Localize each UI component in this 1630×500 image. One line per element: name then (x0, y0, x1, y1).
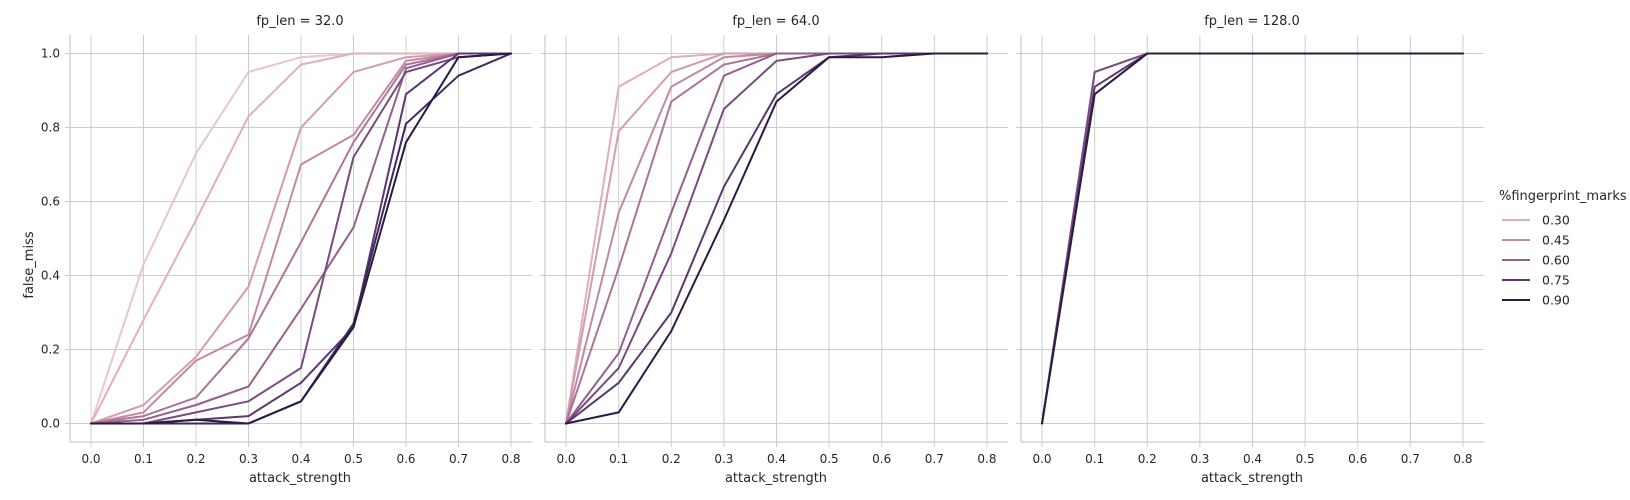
legend-entries: 0.30 0.45 0.60 0.75 0.90 (1502, 213, 1570, 308)
series-line (90, 52, 512, 425)
y-tick-label: 0.6 (41, 195, 60, 209)
x-tick-label: 0.5 (344, 452, 363, 466)
legend-label: 0.45 (1542, 233, 1570, 248)
legend-label: 0.75 (1542, 273, 1570, 288)
plot-area: 0.0 0.1 0.2 0.3 0.4 0.5 0.6 0.7 0.8 (1016, 35, 1484, 466)
panel-title: fp_len = 64.0 (732, 14, 819, 29)
x-tick-label: 0.7 (1401, 452, 1420, 466)
legend-label: 0.30 (1542, 213, 1570, 228)
y-tick-label: 0.2 (41, 343, 60, 357)
x-tick-label: 0.3 (239, 452, 258, 466)
x-tick-label: 0.2 (1138, 452, 1157, 466)
x-tick-label: 0.8 (1453, 452, 1472, 466)
legend-label: 0.60 (1542, 253, 1570, 268)
panel-fp-len-64: fp_len = 64.0 0.0 0.1 0.2 0.3 0.4 0.5 0.6 0.7 0.… (540, 14, 1008, 486)
legend: %fingerprint_marks 0.30 0.45 0.60 0.75 0.90 (1499, 189, 1627, 308)
x-tick-label: 0.1 (134, 452, 153, 466)
legend-label: 0.90 (1542, 293, 1570, 308)
x-tick-label: 0.8 (501, 452, 520, 466)
series-line (90, 52, 512, 425)
x-axis-label: attack_strength (725, 471, 827, 486)
x-tick-label: 0.1 (609, 452, 628, 466)
x-tick-label: 0.0 (1032, 452, 1051, 466)
x-tick-label: 0.3 (1190, 452, 1209, 466)
series-line (90, 52, 512, 425)
x-tick-label: 0.7 (449, 452, 468, 466)
x-tick-label: 0.2 (186, 452, 205, 466)
y-tick-label: 0.0 (41, 417, 60, 431)
x-tick-label: 0.8 (977, 452, 996, 466)
plot-area: 0.0 0.1 0.2 0.3 0.4 0.5 0.6 0.7 0.8 (540, 35, 1008, 466)
panel-title: fp_len = 128.0 (1204, 14, 1300, 29)
x-tick-label: 0.1 (1085, 452, 1104, 466)
y-tick-label: 1.0 (41, 47, 60, 61)
panel-title: fp_len = 32.0 (256, 14, 343, 29)
series-line (90, 52, 512, 425)
x-tick-label: 0.5 (1296, 452, 1315, 466)
x-tick-label: 0.0 (81, 452, 100, 466)
series-line (90, 52, 512, 425)
x-tick-label: 0.6 (1348, 452, 1367, 466)
y-tick-label: 0.8 (41, 121, 60, 135)
legend-title: %fingerprint_marks (1499, 189, 1627, 204)
x-tick-label: 0.7 (925, 452, 944, 466)
series-line (565, 52, 988, 425)
series-line (90, 52, 512, 425)
y-axis-label: false_miss (22, 231, 37, 298)
x-tick-label: 0.6 (396, 452, 415, 466)
x-tick-label: 0.0 (556, 452, 575, 466)
x-tick-label: 0.2 (662, 452, 681, 466)
x-tick-label: 0.3 (714, 452, 733, 466)
panel-fp-len-128: fp_len = 128.0 0.0 0.1 0.2 0.3 0.4 0.5 0.6 0.7 0… (1016, 14, 1484, 486)
x-tick-label: 0.4 (767, 452, 786, 466)
y-tick-label: 0.4 (41, 269, 60, 283)
x-tick-label: 0.5 (820, 452, 839, 466)
x-tick-label: 0.4 (291, 452, 310, 466)
panel-fp-len-32: fp_len = 32.0 0.0 0.1 0.2 0.3 0.4 0.5 0.6 0.7 0.… (22, 14, 532, 486)
series-line (1041, 52, 1464, 425)
plot-area: 0.0 0.1 0.2 0.3 0.4 0.5 0.6 0.7 0.8 0.0 0.2 0.4 0.6 0… (41, 35, 532, 466)
x-tick-label: 0.4 (1243, 452, 1262, 466)
series-line (565, 52, 988, 425)
x-tick-label: 0.6 (872, 452, 891, 466)
x-axis-label: attack_strength (249, 471, 351, 486)
x-axis-label: attack_strength (1201, 471, 1303, 486)
series-line (90, 52, 512, 425)
